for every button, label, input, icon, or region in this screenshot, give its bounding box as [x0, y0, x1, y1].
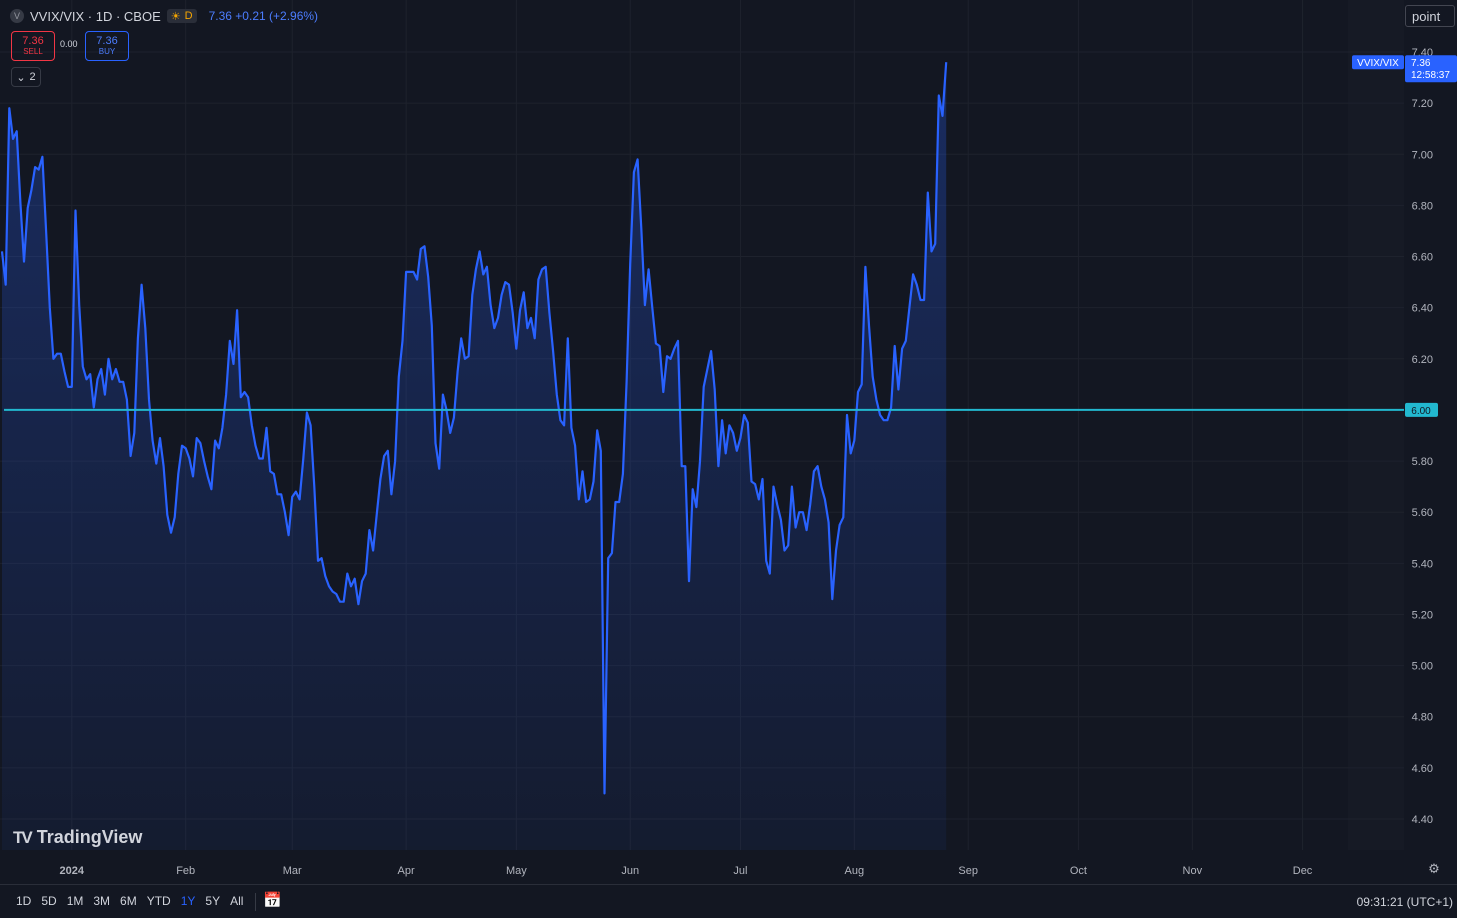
x-tick-label: Jun [621, 865, 639, 877]
tradingview-logo-icon: TV [13, 827, 33, 847]
x-tick-label: Feb [176, 865, 195, 877]
spread-value: 0.00 [60, 39, 78, 49]
symbol-title[interactable]: VVIX/VIX · 1D · CBOE [30, 8, 161, 24]
clock[interactable]: 09:31:21 (UTC+1) [1356, 895, 1453, 909]
y-tick-label: 4.60 [1412, 763, 1433, 775]
future-area [1348, 0, 1404, 850]
symbol-name-label: VVIX/VIX [1357, 58, 1399, 69]
status-letter: D [184, 10, 193, 22]
range-button-all[interactable]: All [230, 894, 244, 908]
y-tick-label: 5.20 [1412, 609, 1433, 621]
y-tick-label: 7.00 [1412, 149, 1433, 161]
range-button-1y[interactable]: 1Y [180, 894, 196, 908]
x-tick-label: Oct [1070, 865, 1087, 877]
last-price-label: 7.36 [1411, 58, 1431, 69]
range-button-5d[interactable]: 5D [41, 894, 57, 908]
buy-button[interactable]: 7.36 BUY [85, 31, 129, 61]
y-tick-label: 6.80 [1412, 200, 1433, 212]
y-tick-label: 5.40 [1412, 558, 1433, 570]
bottom-toolbar: 1D 5D 1M 3M 6M YTD 1Y 5Y All 📅 09:31:21 (UTC+1) [0, 884, 1457, 918]
x-tick-label: Apr [398, 865, 415, 877]
y-tick-label: 7.20 [1412, 98, 1433, 110]
symbol-name-tag [1352, 55, 1404, 70]
range-button-1m[interactable]: 1M [66, 894, 84, 908]
sun-icon: ☀ [170, 10, 181, 23]
chart-legend[interactable]: V VVIX/VIX · 1D · CBOE ☀ D 7.36 +0.21 (+… [10, 6, 318, 26]
x-tick-label: Aug [845, 865, 865, 877]
range-button-ytd[interactable]: YTD [146, 894, 171, 908]
x-tick-label: Nov [1183, 865, 1203, 877]
y-tick-label: 6.60 [1412, 252, 1433, 264]
logo-text: TradingView [36, 827, 143, 847]
legend-values: 7.36 +0.21 (+2.96%) [209, 9, 318, 23]
hline-price-tag [1405, 402, 1438, 417]
scale-unit-selector[interactable]: point [1405, 5, 1455, 27]
legend-change-pct: (+2.96%) [269, 9, 319, 23]
x-tick-label: Jul [733, 865, 747, 877]
symbol-logo-icon: V [10, 9, 24, 23]
x-tick-label: Sep [958, 865, 978, 877]
calendar-goto-icon[interactable]: 📅 [263, 892, 282, 909]
y-tick-label: 5.80 [1412, 456, 1433, 468]
tradingview-logo[interactable]: TV TradingView [13, 827, 142, 848]
series-line-vvix-vix[interactable] [0, 62, 948, 795]
range-buttons: 1D 5D 1M 3M 6M YTD 1Y 5Y All [12, 894, 247, 908]
y-tick-label: 5.60 [1412, 507, 1433, 519]
buy-price: 7.36 [96, 35, 118, 48]
range-button-6m[interactable]: 6M [120, 894, 137, 908]
y-tick-label: 4.40 [1412, 814, 1433, 826]
market-status-badge[interactable]: ☀ D [166, 9, 197, 23]
indicator-count: 2 [29, 71, 36, 83]
last-price-tag [1405, 55, 1457, 83]
range-button-5y[interactable]: 5Y [205, 894, 221, 908]
legend-change: +0.21 [235, 9, 266, 23]
x-tick-label: Mar [283, 865, 302, 877]
sell-label: SELL [23, 46, 43, 56]
range-button-1d[interactable]: 1D [16, 894, 32, 908]
series-area-fill [2, 62, 947, 850]
y-tick-label: 4.80 [1412, 712, 1433, 724]
y-tick-label: 6.40 [1412, 303, 1433, 315]
hline-price-label: 6.00 [1411, 406, 1431, 417]
x-tick-label: 2024 [60, 865, 85, 877]
range-button-3m[interactable]: 3M [93, 894, 111, 908]
y-tick-label: 5.00 [1412, 661, 1433, 673]
bar-countdown-label: 12:58:37 [1411, 70, 1450, 81]
x-tick-label: Dec [1293, 865, 1313, 877]
buy-label: BUY [98, 46, 116, 56]
toolbar-divider [255, 893, 256, 911]
y-tick-label: 6.20 [1412, 354, 1433, 366]
sell-price: 7.36 [22, 35, 44, 48]
sell-button[interactable]: 7.36 SELL [11, 31, 55, 61]
indicators-toggle-button[interactable]: ⌄ 2 [11, 67, 41, 87]
legend-last: 7.36 [208, 9, 232, 23]
chevron-down-icon: ⌄ [16, 71, 26, 84]
gear-icon[interactable]: ⚙ [1428, 861, 1440, 876]
x-tick-label: May [506, 865, 527, 877]
price-chart[interactable]: 7.407.207.006.806.606.406.205.805.605.40… [0, 0, 1457, 884]
